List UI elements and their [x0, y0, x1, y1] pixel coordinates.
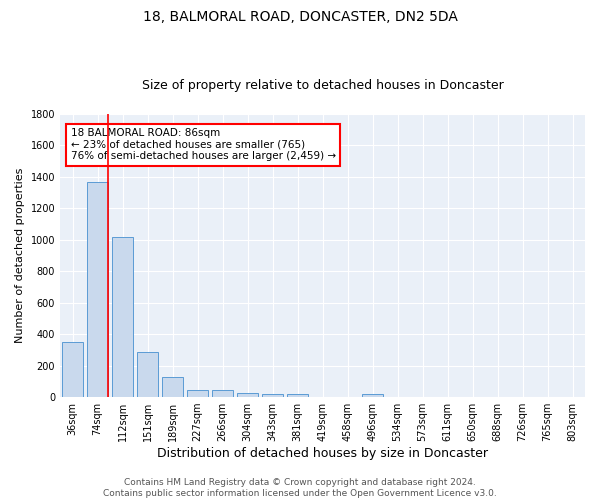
Bar [62, 342, 83, 397]
Title: Size of property relative to detached houses in Doncaster: Size of property relative to detached ho… [142, 79, 503, 92]
X-axis label: Distribution of detached houses by size in Doncaster: Distribution of detached houses by size … [157, 447, 488, 460]
Text: 18, BALMORAL ROAD, DONCASTER, DN2 5DA: 18, BALMORAL ROAD, DONCASTER, DN2 5DA [143, 10, 457, 24]
Bar [87, 182, 108, 397]
Text: 18 BALMORAL ROAD: 86sqm
← 23% of detached houses are smaller (765)
76% of semi-d: 18 BALMORAL ROAD: 86sqm ← 23% of detache… [71, 128, 335, 162]
Text: Contains HM Land Registry data © Crown copyright and database right 2024.
Contai: Contains HM Land Registry data © Crown c… [103, 478, 497, 498]
Bar [262, 394, 283, 397]
Bar [362, 394, 383, 397]
Bar [287, 394, 308, 397]
Bar [162, 378, 183, 397]
Bar [137, 352, 158, 397]
Y-axis label: Number of detached properties: Number of detached properties [15, 168, 25, 343]
Bar [237, 393, 258, 397]
Bar [187, 390, 208, 397]
Bar [112, 236, 133, 397]
Bar [212, 390, 233, 397]
